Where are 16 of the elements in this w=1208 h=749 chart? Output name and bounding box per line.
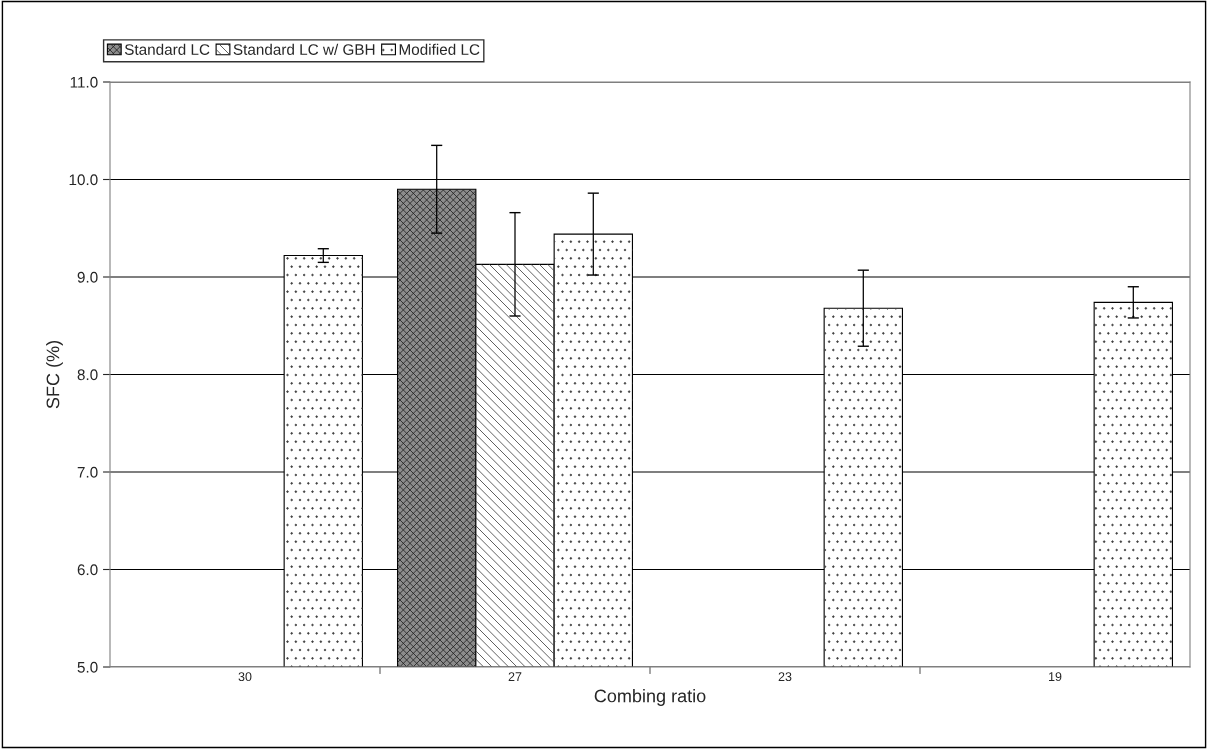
legend-label: Standard LC w/ GBH [233, 43, 375, 55]
y-tick-label: 11.0 [70, 76, 98, 88]
y-tick-label: 10.0 [69, 174, 98, 186]
y-tick-label: 9.0 [77, 271, 98, 283]
x-axis-title: Combing ratio [594, 689, 706, 706]
y-tick-label: 8.0 [77, 369, 98, 381]
legend-label: Standard LC [124, 43, 210, 55]
y-tick-label: 6.0 [77, 564, 98, 576]
x-tick-label: 23 [778, 672, 792, 682]
y-tick-label: 7.0 [77, 466, 98, 478]
x-tick-label: 30 [238, 672, 252, 682]
x-tick-label: 19 [1049, 672, 1062, 682]
legend-label: Modified LC [399, 43, 480, 55]
x-tick-label: 27 [508, 672, 522, 681]
y-axis-title: SFC (%) [46, 341, 63, 409]
y-tick-label: 5.0 [77, 661, 98, 673]
